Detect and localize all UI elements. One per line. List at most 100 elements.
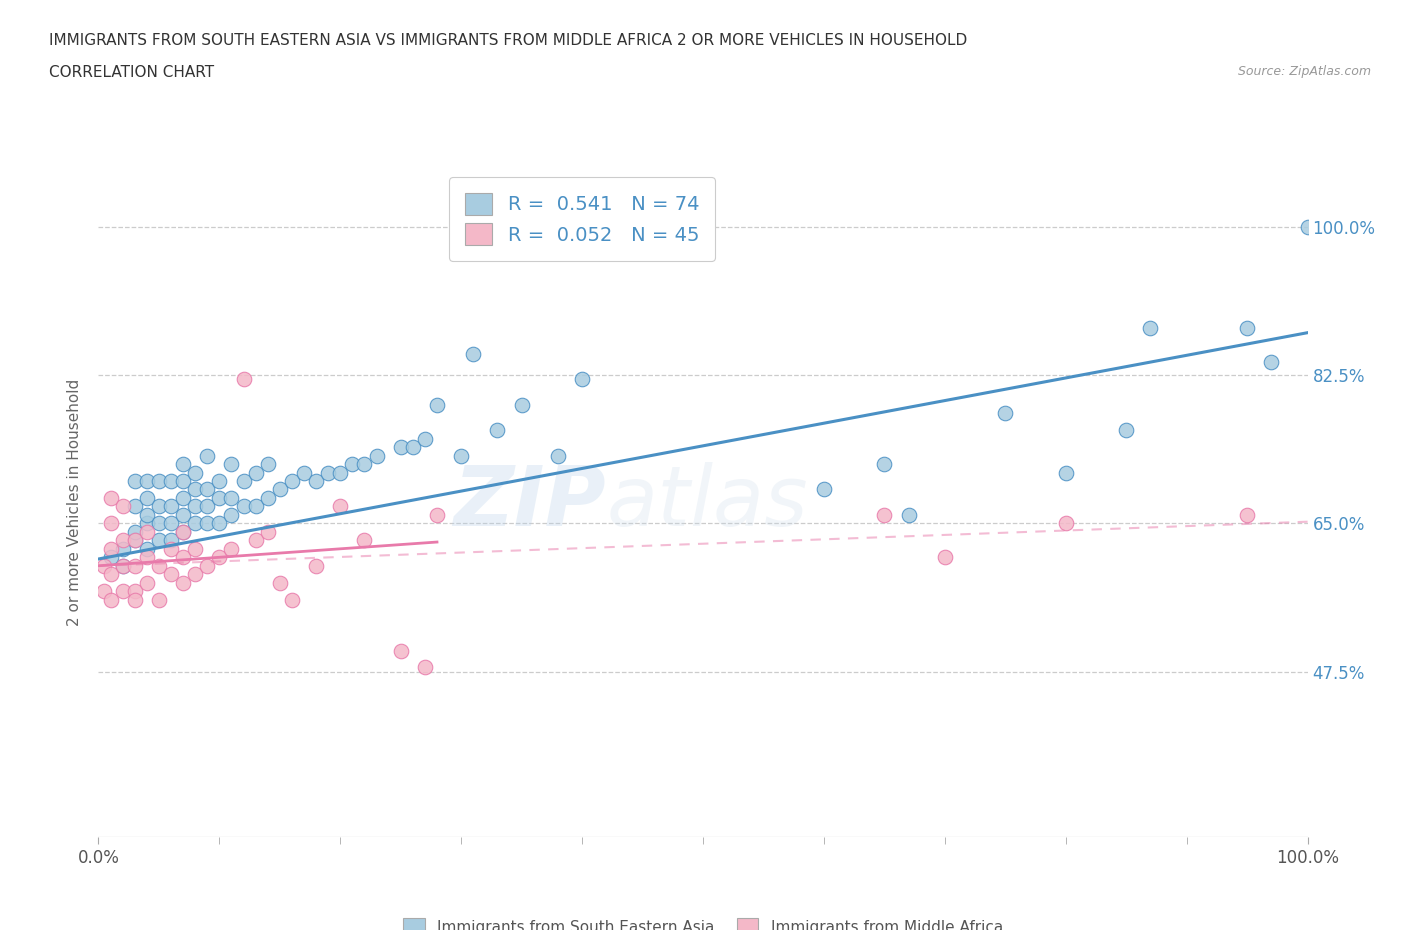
Point — [148, 473, 170, 488]
Point — [934, 550, 956, 565]
Text: IMMIGRANTS FROM SOUTH EASTERN ASIA VS IMMIGRANTS FROM MIDDLE AFRICA 2 OR MORE VE: IMMIGRANTS FROM SOUTH EASTERN ASIA VS IM… — [49, 33, 967, 47]
Point — [221, 508, 243, 523]
Point — [135, 490, 157, 505]
Point — [232, 372, 254, 387]
Point — [100, 516, 122, 531]
Point — [100, 550, 122, 565]
Point — [124, 592, 146, 607]
Point — [135, 525, 157, 539]
Point — [897, 508, 920, 523]
Point — [426, 508, 449, 523]
Point — [1296, 219, 1319, 234]
Point — [281, 592, 304, 607]
Point — [148, 592, 170, 607]
Point — [160, 533, 183, 548]
Point — [148, 533, 170, 548]
Point — [135, 541, 157, 556]
Point — [873, 508, 896, 523]
Point — [450, 448, 472, 463]
Point — [172, 525, 194, 539]
Point — [135, 516, 157, 531]
Point — [111, 558, 134, 573]
Point — [195, 448, 218, 463]
Point — [124, 525, 146, 539]
Point — [160, 473, 183, 488]
Legend: Immigrants from South Eastern Asia, Immigrants from Middle Africa: Immigrants from South Eastern Asia, Immi… — [396, 911, 1010, 930]
Point — [184, 541, 207, 556]
Point — [994, 405, 1017, 420]
Point — [172, 525, 194, 539]
Point — [813, 482, 835, 497]
Point — [100, 490, 122, 505]
Point — [547, 448, 569, 463]
Point — [148, 558, 170, 573]
Point — [93, 584, 115, 599]
Point — [172, 576, 194, 591]
Point — [463, 347, 485, 362]
Point — [269, 482, 291, 497]
Point — [184, 499, 207, 514]
Point — [135, 576, 157, 591]
Point — [426, 397, 449, 412]
Point — [195, 499, 218, 514]
Point — [111, 499, 134, 514]
Point — [329, 465, 352, 480]
Point — [135, 550, 157, 565]
Text: Source: ZipAtlas.com: Source: ZipAtlas.com — [1237, 65, 1371, 78]
Point — [124, 558, 146, 573]
Point — [1236, 321, 1258, 336]
Point — [245, 465, 267, 480]
Point — [1054, 516, 1077, 531]
Point — [172, 508, 194, 523]
Point — [256, 457, 278, 472]
Point — [316, 465, 339, 480]
Point — [1054, 465, 1077, 480]
Point — [413, 660, 436, 675]
Point — [184, 516, 207, 531]
Point — [160, 499, 183, 514]
Point — [389, 440, 412, 455]
Point — [389, 643, 412, 658]
Point — [221, 457, 243, 472]
Point — [245, 499, 267, 514]
Text: CORRELATION CHART: CORRELATION CHART — [49, 65, 214, 80]
Point — [93, 558, 115, 573]
Point — [160, 541, 183, 556]
Point — [195, 558, 218, 573]
Point — [1115, 423, 1137, 438]
Point — [305, 558, 328, 573]
Point — [124, 584, 146, 599]
Point — [160, 516, 183, 531]
Point — [148, 516, 170, 531]
Point — [195, 482, 218, 497]
Point — [221, 541, 243, 556]
Y-axis label: 2 or more Vehicles in Household: 2 or more Vehicles in Household — [67, 379, 83, 626]
Point — [353, 533, 375, 548]
Point — [1260, 355, 1282, 370]
Point — [148, 499, 170, 514]
Point — [135, 473, 157, 488]
Point — [486, 423, 509, 438]
Point — [111, 533, 134, 548]
Point — [172, 490, 194, 505]
Point — [329, 499, 352, 514]
Point — [245, 533, 267, 548]
Text: ZIP: ZIP — [454, 461, 606, 543]
Point — [208, 516, 231, 531]
Point — [172, 457, 194, 472]
Point — [1236, 508, 1258, 523]
Point — [413, 432, 436, 446]
Point — [221, 490, 243, 505]
Point — [208, 490, 231, 505]
Point — [256, 525, 278, 539]
Point — [124, 499, 146, 514]
Point — [195, 516, 218, 531]
Point — [571, 372, 593, 387]
Point — [402, 440, 425, 455]
Point — [100, 541, 122, 556]
Point — [184, 465, 207, 480]
Point — [292, 465, 315, 480]
Point — [342, 457, 364, 472]
Point — [111, 584, 134, 599]
Point — [873, 457, 896, 472]
